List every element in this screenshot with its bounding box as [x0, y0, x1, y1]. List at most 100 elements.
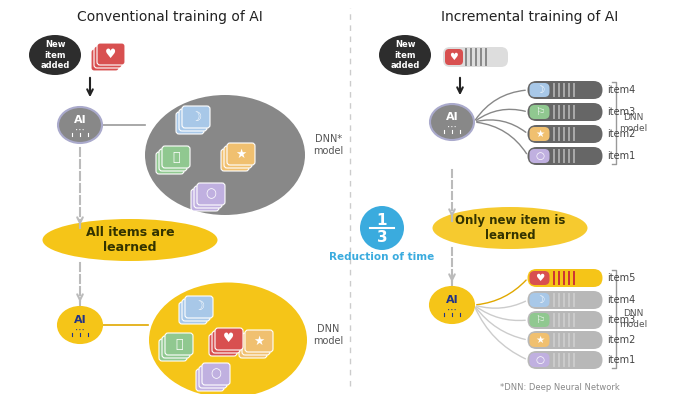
- Ellipse shape: [43, 219, 218, 261]
- FancyBboxPatch shape: [227, 143, 255, 165]
- Text: ⚐: ⚐: [535, 315, 544, 325]
- Text: New
item
added: New item added: [41, 40, 70, 70]
- FancyBboxPatch shape: [528, 269, 603, 287]
- Text: ⋯: ⋯: [75, 325, 85, 335]
- Text: ☽: ☽: [535, 85, 544, 95]
- Text: AI: AI: [446, 112, 459, 122]
- FancyBboxPatch shape: [528, 351, 603, 369]
- FancyBboxPatch shape: [156, 152, 184, 174]
- Text: item4: item4: [608, 85, 636, 95]
- Text: 3: 3: [377, 229, 387, 245]
- Text: DNN*
model: DNN* model: [313, 134, 343, 156]
- Text: ○: ○: [206, 188, 216, 201]
- FancyBboxPatch shape: [224, 146, 252, 168]
- Text: 装: 装: [175, 338, 183, 351]
- FancyBboxPatch shape: [176, 112, 204, 134]
- Text: New
item
added: New item added: [391, 40, 420, 70]
- Text: ⚐: ⚐: [535, 107, 544, 117]
- Text: Reduction of time: Reduction of time: [330, 252, 435, 262]
- Text: Conventional training of AI: Conventional training of AI: [77, 10, 263, 24]
- Text: All items are
learned: All items are learned: [85, 226, 174, 254]
- FancyBboxPatch shape: [528, 81, 603, 99]
- Text: DNN
model: DNN model: [619, 309, 648, 329]
- Text: AI: AI: [446, 295, 459, 305]
- Ellipse shape: [433, 207, 587, 249]
- FancyBboxPatch shape: [212, 331, 240, 353]
- FancyBboxPatch shape: [445, 49, 463, 65]
- Ellipse shape: [58, 107, 102, 143]
- FancyBboxPatch shape: [94, 46, 122, 68]
- Text: DNN
model: DNN model: [619, 113, 648, 133]
- Text: ♥: ♥: [106, 48, 117, 61]
- Text: item1: item1: [608, 151, 636, 161]
- FancyBboxPatch shape: [245, 330, 273, 352]
- FancyBboxPatch shape: [529, 353, 550, 367]
- Ellipse shape: [145, 95, 305, 215]
- FancyBboxPatch shape: [199, 366, 227, 388]
- Ellipse shape: [430, 287, 474, 323]
- FancyBboxPatch shape: [215, 328, 243, 350]
- FancyBboxPatch shape: [91, 49, 119, 71]
- FancyBboxPatch shape: [443, 47, 508, 67]
- Text: ♥: ♥: [223, 333, 235, 346]
- FancyBboxPatch shape: [162, 146, 190, 168]
- FancyBboxPatch shape: [529, 105, 550, 119]
- FancyBboxPatch shape: [209, 334, 237, 356]
- Text: item4: item4: [608, 295, 636, 305]
- Ellipse shape: [149, 282, 307, 394]
- Ellipse shape: [29, 35, 81, 75]
- Text: ★: ★: [253, 335, 265, 348]
- Text: ⋯: ⋯: [75, 125, 85, 135]
- FancyBboxPatch shape: [529, 313, 550, 327]
- Text: ♥: ♥: [449, 52, 459, 62]
- Text: *DNN: Deep Neural Network: *DNN: Deep Neural Network: [500, 383, 620, 392]
- FancyBboxPatch shape: [182, 106, 210, 128]
- Text: item3: item3: [608, 315, 636, 325]
- FancyBboxPatch shape: [97, 43, 125, 65]
- Text: ⋯: ⋯: [447, 305, 457, 315]
- FancyBboxPatch shape: [528, 147, 603, 165]
- FancyBboxPatch shape: [529, 293, 550, 307]
- Text: ☽: ☽: [193, 301, 204, 314]
- FancyBboxPatch shape: [162, 336, 190, 358]
- Circle shape: [360, 206, 404, 250]
- FancyBboxPatch shape: [202, 363, 230, 385]
- Text: Only new item is
learned: Only new item is learned: [455, 214, 565, 242]
- Text: 1: 1: [377, 212, 387, 227]
- FancyBboxPatch shape: [185, 296, 213, 318]
- FancyBboxPatch shape: [528, 311, 603, 329]
- Ellipse shape: [58, 307, 102, 343]
- FancyBboxPatch shape: [529, 333, 550, 347]
- FancyBboxPatch shape: [196, 369, 224, 391]
- Text: ★: ★: [235, 147, 246, 160]
- Text: ★: ★: [535, 129, 544, 139]
- FancyBboxPatch shape: [194, 186, 222, 208]
- FancyBboxPatch shape: [159, 149, 187, 171]
- Text: ♥: ♥: [535, 273, 544, 283]
- FancyBboxPatch shape: [182, 299, 210, 321]
- FancyBboxPatch shape: [159, 339, 187, 361]
- Text: DNN
model: DNN model: [313, 324, 343, 346]
- Text: item1: item1: [608, 355, 636, 365]
- Text: ☽: ☽: [535, 295, 544, 305]
- Text: AI: AI: [74, 115, 86, 125]
- Text: ○: ○: [535, 151, 544, 161]
- FancyBboxPatch shape: [529, 271, 550, 285]
- Text: ★: ★: [535, 335, 544, 345]
- FancyBboxPatch shape: [528, 291, 603, 309]
- Text: 装: 装: [172, 151, 180, 164]
- Text: item2: item2: [608, 129, 636, 139]
- FancyBboxPatch shape: [197, 183, 225, 205]
- FancyBboxPatch shape: [528, 125, 603, 143]
- Text: item3: item3: [608, 107, 636, 117]
- Ellipse shape: [379, 35, 431, 75]
- Ellipse shape: [430, 104, 474, 140]
- Text: item2: item2: [608, 335, 636, 345]
- FancyBboxPatch shape: [529, 83, 550, 97]
- FancyBboxPatch shape: [221, 149, 249, 171]
- Text: ☽: ☽: [190, 110, 202, 123]
- FancyBboxPatch shape: [242, 333, 270, 355]
- Text: ○: ○: [535, 355, 544, 365]
- Text: AI: AI: [74, 315, 86, 325]
- FancyBboxPatch shape: [179, 109, 207, 131]
